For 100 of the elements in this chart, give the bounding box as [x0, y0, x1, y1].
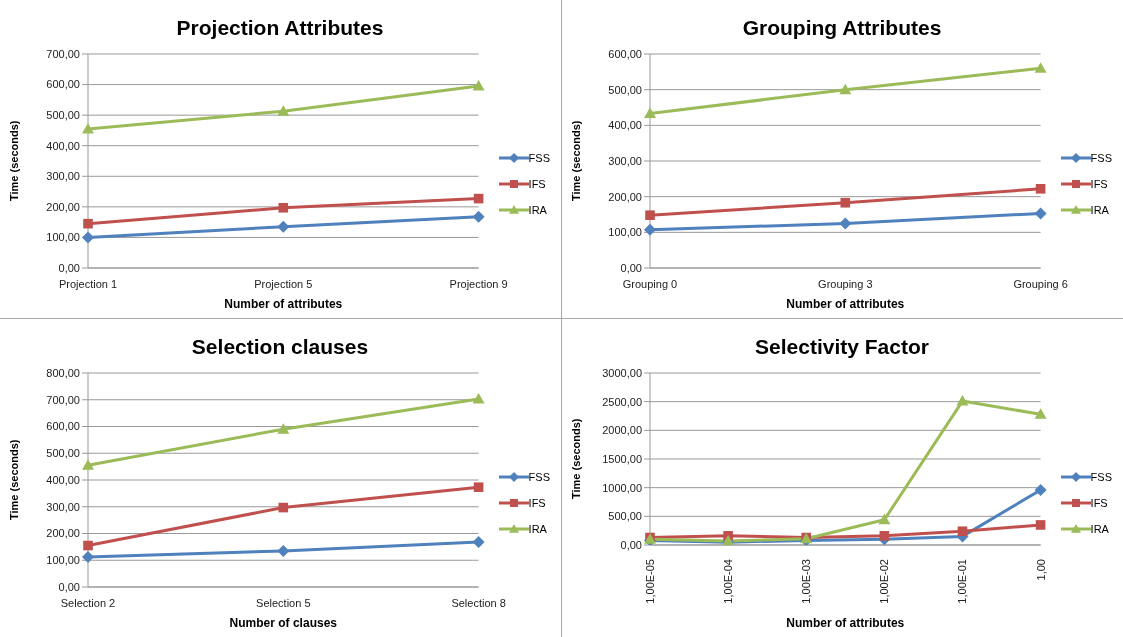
point — [472, 392, 485, 404]
point — [1035, 184, 1046, 194]
y-tick-label: 0,00 — [620, 261, 642, 274]
point — [839, 83, 852, 95]
y-tick-label: 100,00 — [46, 231, 80, 244]
point — [957, 526, 968, 537]
point — [1034, 207, 1047, 220]
y-tick-label: 300,00 — [46, 170, 80, 183]
point — [645, 210, 655, 221]
y-tick-label: 2000,00 — [602, 424, 642, 437]
point — [1034, 62, 1047, 73]
x-tick-label: 1,00 — [1034, 559, 1047, 581]
x-tick-label: Projection 5 — [254, 278, 313, 290]
x-axis-title: Number of clauses — [229, 616, 338, 630]
point — [83, 540, 93, 551]
legend-label: FSS — [1090, 152, 1112, 164]
y-tick-label: 800,00 — [46, 366, 80, 379]
point — [1035, 520, 1046, 530]
x-tick-label: Grouping 0 — [622, 278, 678, 290]
y-tick-label: 600,00 — [608, 47, 642, 60]
x-axis-title: Number of attributes — [786, 616, 905, 630]
x-tick-label: Selection 8 — [451, 597, 506, 609]
y-tick-label: 300,00 — [46, 500, 80, 513]
y-tick-label: 3000,00 — [602, 366, 642, 379]
point — [277, 105, 290, 116]
x-tick-label: Grouping 6 — [1013, 278, 1068, 290]
chart-title: Selection clauses — [191, 335, 369, 358]
chart-title: Selectivity Factor — [755, 335, 929, 358]
y-tick-label: 100,00 — [608, 226, 642, 239]
y-tick-label: 200,00 — [608, 190, 642, 203]
x-tick-label: 1,00E-01 — [956, 559, 969, 604]
legend-label: IFS — [1090, 178, 1108, 190]
y-tick-label: 400,00 — [46, 473, 80, 486]
legend-label: FSS — [528, 471, 550, 483]
y-tick-label: 600,00 — [46, 78, 80, 91]
point — [473, 482, 484, 493]
y-tick-label: 700,00 — [46, 393, 80, 406]
x-tick-label: 1,00E-05 — [644, 559, 656, 604]
legend-label: IFS — [528, 497, 546, 509]
y-tick-label: 0,00 — [620, 538, 642, 551]
legend-label: FSS — [1090, 471, 1112, 483]
point — [472, 536, 485, 549]
x-tick-label: Projection 9 — [449, 278, 508, 290]
y-tick-label: 0,00 — [58, 261, 80, 274]
x-tick-label: 1,00E-02 — [878, 559, 891, 604]
legend-label: IRA — [528, 523, 547, 535]
point — [878, 513, 891, 525]
legend-label: IRA — [1090, 523, 1109, 535]
y-tick-label: 500,00 — [608, 510, 642, 523]
y-tick-label: 200,00 — [46, 527, 80, 540]
y-tick-label: 500,00 — [608, 83, 642, 96]
y-tick-label: 500,00 — [46, 447, 80, 460]
y-tick-label: 1000,00 — [602, 481, 642, 494]
point — [956, 395, 969, 406]
y-tick-label: 600,00 — [46, 420, 80, 433]
y-tick-label: 400,00 — [46, 139, 80, 152]
y-tick-label: 200,00 — [46, 200, 80, 213]
y-tick-label: 0,00 — [58, 580, 80, 593]
x-tick-label: Projection 1 — [58, 278, 118, 290]
point — [472, 210, 485, 223]
y-axis-title: Time (seconds) — [569, 418, 582, 499]
point — [644, 107, 656, 119]
x-tick-label: Grouping 3 — [818, 278, 873, 290]
y-tick-label: 2500,00 — [602, 395, 642, 408]
legend-label: IFS — [1090, 497, 1108, 509]
y-tick-label: 100,00 — [46, 554, 80, 567]
point — [472, 80, 485, 91]
point — [644, 223, 656, 236]
point — [83, 218, 93, 229]
point — [82, 122, 94, 134]
y-axis-title: Time (seconds) — [7, 120, 20, 201]
y-tick-label: 1500,00 — [602, 452, 642, 465]
legend-label: IRA — [528, 204, 547, 216]
x-tick-label: 1,00E-04 — [722, 559, 735, 604]
point — [278, 502, 289, 513]
x-axis-title: Number of attributes — [224, 297, 343, 311]
point — [839, 217, 852, 230]
x-tick-label: Selection 5 — [256, 597, 311, 609]
point — [82, 231, 94, 244]
point — [82, 459, 94, 470]
point — [277, 423, 290, 434]
y-tick-label: 500,00 — [46, 109, 80, 122]
point — [278, 202, 289, 213]
x-tick-label: 1,00E-03 — [800, 559, 813, 604]
point — [277, 544, 290, 557]
chart-title: Projection Attributes — [176, 16, 384, 39]
point — [82, 551, 94, 564]
y-axis-title: Time (seconds) — [569, 120, 582, 201]
x-tick-label: Selection 2 — [60, 597, 116, 609]
x-axis-title: Number of attributes — [786, 297, 905, 311]
point — [840, 197, 851, 208]
point — [879, 531, 890, 541]
y-tick-label: 400,00 — [608, 119, 642, 132]
chart-title: Grouping Attributes — [742, 16, 942, 39]
y-axis-title: Time (seconds) — [7, 439, 20, 520]
point — [1034, 483, 1047, 496]
legend-label: FSS — [528, 152, 550, 164]
legend-label: IRA — [1090, 204, 1109, 216]
legend-label: IFS — [528, 178, 546, 190]
y-tick-label: 300,00 — [608, 154, 642, 167]
